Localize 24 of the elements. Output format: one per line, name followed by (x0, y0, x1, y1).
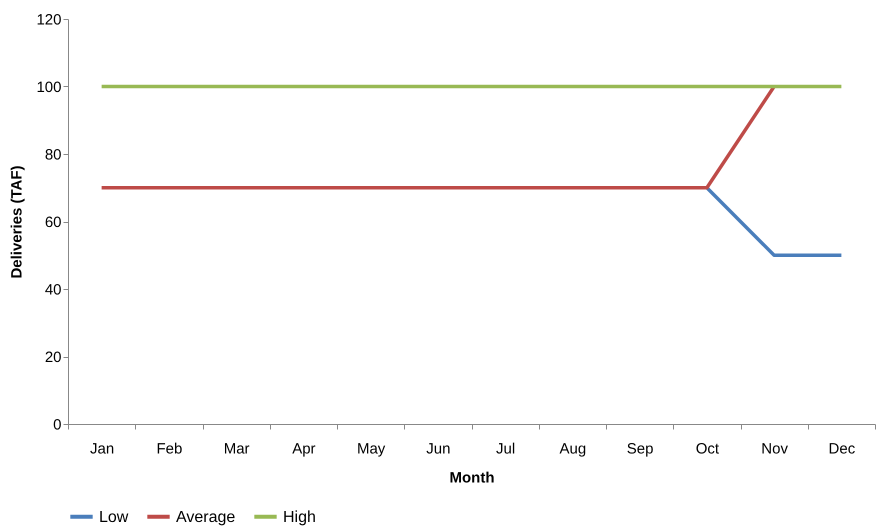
y-axis-title: Deliveries (TAF) (8, 165, 26, 279)
x-tick-label: May (356, 440, 386, 458)
x-tick-label: Mar (224, 440, 250, 458)
x-axis-title: Month (450, 470, 494, 486)
legend-label: High (283, 508, 316, 526)
y-tick-label: 120 (36, 12, 62, 28)
y-tick-label: 80 (44, 146, 62, 164)
x-tick-label: Nov (761, 440, 788, 458)
y-tick-label: 20 (44, 349, 62, 366)
x-tick-label: Feb (156, 440, 182, 458)
y-tick-label: 0 (53, 416, 62, 434)
x-tick-label: Apr (292, 440, 316, 458)
x-tick-label: Oct (696, 440, 720, 458)
x-tick-label: Jul (496, 440, 516, 458)
y-tick-label: 40 (44, 282, 62, 298)
legend-label: Low (99, 508, 129, 526)
y-tick-label: 100 (36, 79, 62, 96)
x-tick-label: Sep (626, 440, 654, 458)
x-tick-label: Jun (426, 440, 450, 458)
x-tick-label: Aug (560, 440, 586, 458)
legend-label: Average (176, 508, 236, 526)
x-tick-label: Jan (90, 440, 114, 458)
y-tick-label: 60 (44, 214, 62, 231)
x-tick-label: Dec (828, 440, 856, 458)
